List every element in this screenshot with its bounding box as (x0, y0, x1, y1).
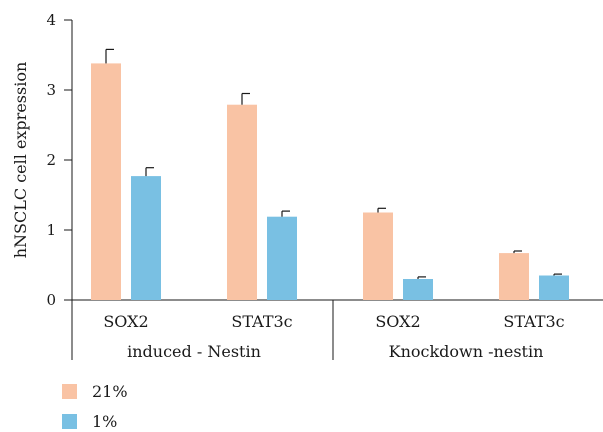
y-tick-label: 1 (46, 221, 56, 239)
bar-series-21-0 (91, 63, 121, 301)
x-tick-label: STAT3c (231, 312, 292, 331)
bar-series-21-1 (227, 104, 257, 300)
y-ticks: 0 1 2 3 4 (46, 11, 72, 309)
group-labels: induced - Nestin Knockdown -nestin (127, 342, 543, 361)
bar-series-21-3 (499, 253, 529, 300)
x-tick-label: SOX2 (375, 312, 420, 331)
legend-swatch (62, 414, 77, 429)
group-label: induced - Nestin (127, 342, 261, 361)
y-tick-label: 4 (46, 11, 56, 29)
legend: 21% 1% (62, 382, 128, 431)
bar-series-1-2 (403, 279, 433, 300)
bar-series-21-2 (363, 212, 393, 300)
y-tick-label: 2 (46, 151, 56, 169)
x-tick-label: SOX2 (103, 312, 148, 331)
legend-swatch (62, 384, 77, 399)
bar-series-1-3 (539, 275, 569, 300)
bars (91, 63, 569, 301)
bar-series-1-0 (131, 176, 161, 300)
legend-label: 21% (92, 382, 128, 401)
x-tick-label: STAT3c (503, 312, 564, 331)
group-label: Knockdown -nestin (389, 342, 544, 361)
y-tick-label: 3 (46, 81, 56, 99)
error-bars (105, 48, 562, 279)
y-tick-label: 0 (46, 291, 56, 309)
x-tick-labels: SOX2 STAT3c SOX2 STAT3c (103, 312, 564, 331)
legend-label: 1% (92, 412, 117, 431)
y-axis-title: hNSCLC cell expression (11, 62, 30, 259)
bar-series-1-1 (267, 216, 297, 300)
